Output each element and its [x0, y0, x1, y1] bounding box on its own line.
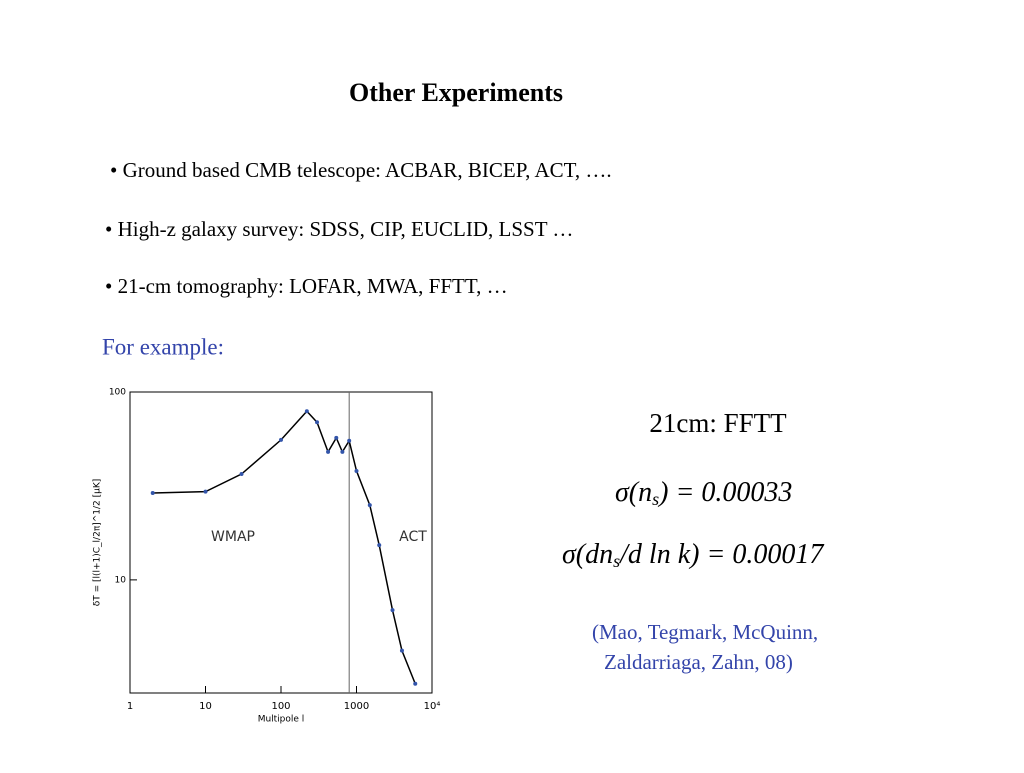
y-axis-label: δT = [l(l+1)C_l/2π]^1/2 [μK]	[93, 479, 103, 607]
x-tick-label: 100	[271, 701, 290, 712]
bullet: • High-z galaxy survey: SDSS, CIP, EUCLI…	[105, 217, 573, 241]
point	[340, 449, 345, 454]
point	[390, 608, 395, 613]
point	[354, 468, 359, 473]
point	[413, 681, 418, 686]
point	[239, 472, 244, 477]
annotation: ACT	[399, 529, 427, 545]
bullet: • Ground based CMB telescope: ACBAR, BIC…	[110, 158, 612, 182]
point	[334, 435, 339, 440]
eq-right: /d ln k) = 0.00017	[618, 539, 824, 570]
plot-frame	[129, 391, 433, 694]
eq-right: ) = 0.00033	[657, 477, 792, 508]
eq-left: σ(dn	[562, 539, 613, 570]
y-tick-label: 100	[109, 388, 126, 398]
citation: Zaldarriaga, Zahn, 08)	[604, 650, 793, 674]
eq-sub: s	[652, 489, 659, 509]
curve	[152, 410, 416, 685]
equation: σ(dns/d ln k) = 0.00017	[562, 539, 824, 571]
point	[326, 449, 331, 454]
point	[304, 409, 309, 414]
point	[399, 648, 404, 653]
point	[315, 420, 320, 425]
x-tick-label: 10	[199, 701, 212, 712]
y-tick-label: 10	[115, 575, 127, 585]
equation: σ(ns) = 0.00033	[615, 477, 792, 509]
citation: (Mao, Tegmark, McQuinn,	[592, 620, 818, 644]
point	[367, 503, 372, 508]
point	[377, 543, 382, 548]
result-title: 21cm: FFTT	[649, 408, 787, 438]
point	[279, 437, 283, 442]
bullet: • 21-cm tomography: LOFAR, MWA, FFTT, …	[105, 274, 508, 298]
figure: 1 10 100 1000 10⁴ 10 100 Multipole l δT = [l(l+1…	[93, 388, 441, 725]
point	[203, 489, 208, 494]
annotation: WMAP	[211, 529, 255, 545]
x-tick-label: 1	[127, 701, 133, 712]
x-tick-label: 10⁴	[424, 701, 441, 712]
slide-title: Other Experiments	[349, 78, 563, 107]
x-tick-label: 1000	[344, 701, 369, 712]
x-axis-label: Multipole l	[258, 715, 305, 725]
eq-sub: s	[613, 551, 620, 571]
example-label: For example:	[102, 334, 224, 359]
point	[347, 438, 352, 443]
eq-left: σ(n	[615, 477, 652, 508]
point	[150, 491, 155, 496]
